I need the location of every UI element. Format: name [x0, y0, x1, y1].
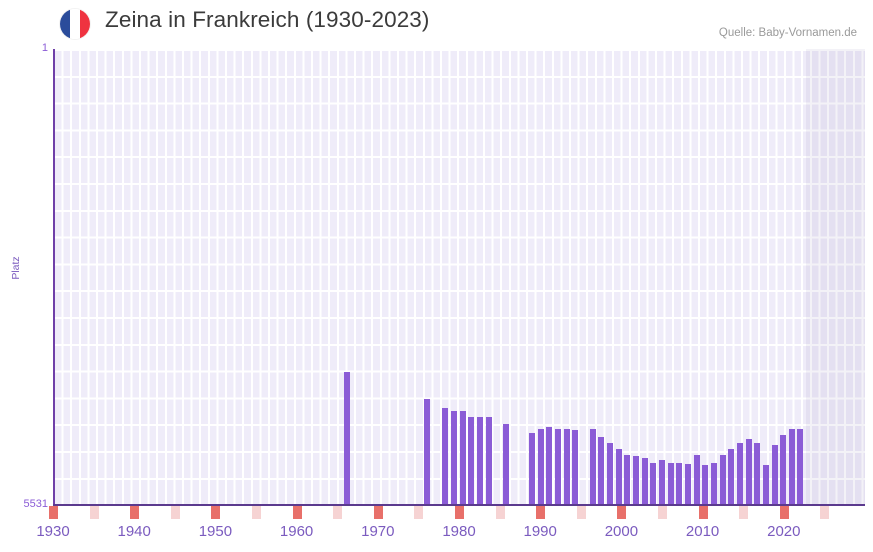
- x-tick-label: 1930: [36, 523, 70, 540]
- bar: [572, 430, 578, 505]
- x-tick-minor: [252, 506, 261, 519]
- bar: [797, 429, 803, 505]
- flag-stripe-blue: [60, 9, 70, 39]
- x-tick-label: 1940: [117, 523, 151, 540]
- bar: [607, 443, 613, 505]
- bar: [711, 463, 717, 505]
- page-title: Zeina in Frankreich (1930-2023): [105, 7, 430, 32]
- bar: [546, 427, 552, 505]
- bar: [477, 417, 483, 505]
- bar: [763, 465, 769, 505]
- source-attribution: Quelle: Baby-Vornamen.de: [718, 27, 857, 39]
- bar: [442, 408, 448, 505]
- chart-plot-area: [53, 49, 865, 505]
- bar: [694, 455, 700, 505]
- bar: [702, 465, 708, 505]
- x-tick-major: [536, 506, 546, 519]
- bar: [424, 399, 430, 505]
- x-tick-label: 1980: [442, 523, 476, 540]
- x-tick-label: 1990: [523, 523, 557, 540]
- bar: [728, 449, 734, 505]
- x-axis-line: [53, 504, 865, 506]
- x-tick-label: 1970: [361, 523, 395, 540]
- x-axis-tick-labels: 1930 1940 1950 1960 1970 1980 1990 2000 2010 2020: [36, 523, 865, 549]
- bar: [468, 417, 474, 505]
- y-axis-title: Platz: [10, 256, 22, 280]
- bar: [598, 437, 604, 505]
- y-axis-tick-bottom: 5531: [23, 498, 48, 510]
- x-tick-label: 2010: [685, 523, 720, 540]
- y-axis-line: [53, 49, 55, 505]
- bar: [451, 411, 457, 505]
- x-tick-label: 2020: [767, 523, 801, 540]
- x-tick-minor: [658, 506, 667, 519]
- x-tick-label: 1960: [279, 523, 314, 540]
- bar: [780, 435, 786, 505]
- bar: [486, 417, 492, 505]
- bar: [555, 429, 561, 505]
- x-tick-label: 1950: [198, 523, 233, 540]
- bar: [650, 463, 656, 505]
- x-tick-major: [292, 506, 302, 519]
- x-tick-major: [211, 506, 221, 519]
- x-tick-major: [698, 506, 708, 519]
- bar: [720, 455, 726, 505]
- bar: [642, 458, 648, 505]
- x-tick-major: [455, 506, 464, 519]
- bar: [685, 464, 691, 505]
- x-tick-major: [617, 506, 627, 519]
- x-tick-major: [130, 506, 140, 519]
- bar: [737, 443, 743, 505]
- bar: [590, 429, 596, 505]
- bar: [529, 433, 535, 505]
- bar: [616, 449, 622, 505]
- x-tick-minor: [739, 506, 749, 519]
- bar-series: [53, 49, 865, 505]
- bar: [564, 429, 570, 505]
- bar: [624, 455, 630, 505]
- bar: [676, 463, 682, 505]
- bar: [659, 460, 665, 505]
- bar: [344, 372, 350, 505]
- x-tick-minor: [576, 506, 586, 519]
- x-tick-major: [373, 506, 383, 519]
- x-tick-major: [49, 506, 58, 519]
- flag-stripe-red: [79, 9, 90, 39]
- bar: [754, 443, 760, 505]
- x-tick-minor: [170, 506, 180, 519]
- chart-header: Zeina in Frankreich (1930-2023) Quelle: …: [0, 0, 873, 46]
- x-tick-minor: [820, 506, 830, 519]
- x-tick-minor: [333, 506, 343, 519]
- bar: [668, 463, 674, 505]
- bar: [772, 445, 778, 505]
- x-tick-label: 2000: [604, 523, 639, 540]
- flag-stripe-white: [69, 9, 80, 39]
- bar: [460, 411, 466, 505]
- x-axis-tick-strip: [49, 506, 865, 519]
- bar: [538, 429, 544, 505]
- x-tick-minor: [414, 506, 424, 519]
- bar: [503, 424, 509, 505]
- bar: [746, 439, 752, 505]
- x-tick-minor: [89, 506, 99, 519]
- y-axis-tick-top: 1: [41, 42, 48, 54]
- x-tick-major: [779, 506, 789, 519]
- bar: [789, 429, 795, 505]
- x-tick-minor: [495, 506, 505, 519]
- bar: [633, 456, 639, 505]
- france-flag-icon: [60, 9, 90, 39]
